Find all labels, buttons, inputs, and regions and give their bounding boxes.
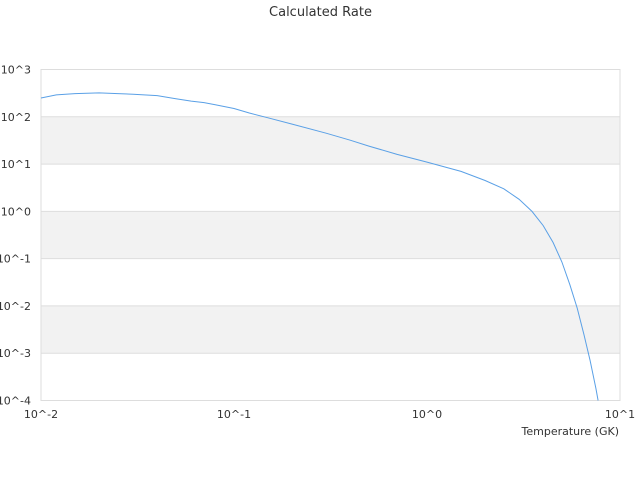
x-tick-label: 10^-1 <box>217 408 251 421</box>
x-axis-label: Temperature (GK) <box>521 425 620 438</box>
y-tick-label: 10^-2 <box>0 300 31 313</box>
x-tick-label: 10^0 <box>412 408 442 421</box>
series-line <box>40 92 599 401</box>
y-tick-labels: 10^-4 10^-3 10^-2 10^-1 10^0 10^1 10^2 10^3 <box>0 64 31 408</box>
plot-frame <box>40 69 621 401</box>
x-tick-label: 10^1 <box>605 408 635 421</box>
plot-bands <box>41 116 620 354</box>
plot-band <box>41 211 620 259</box>
grid-lines <box>41 116 620 354</box>
y-tick-label: 10^-4 <box>0 395 31 408</box>
y-tick-label: 10^1 <box>1 158 31 171</box>
series-group <box>40 92 599 401</box>
plot-band <box>41 305 620 354</box>
chart-title: Calculated Rate <box>269 5 372 20</box>
y-tick-label: 10^2 <box>1 111 31 124</box>
y-tick-label: 10^-1 <box>0 253 31 266</box>
x-tick-labels: 10^-2 10^-1 10^0 10^1 <box>24 408 635 421</box>
y-tick-label: 10^0 <box>1 205 31 218</box>
x-tick-label: 10^-2 <box>24 408 58 421</box>
y-tick-label: 10^3 <box>1 64 31 77</box>
plot-band <box>41 116 620 165</box>
y-tick-label: 10^-3 <box>0 347 31 360</box>
